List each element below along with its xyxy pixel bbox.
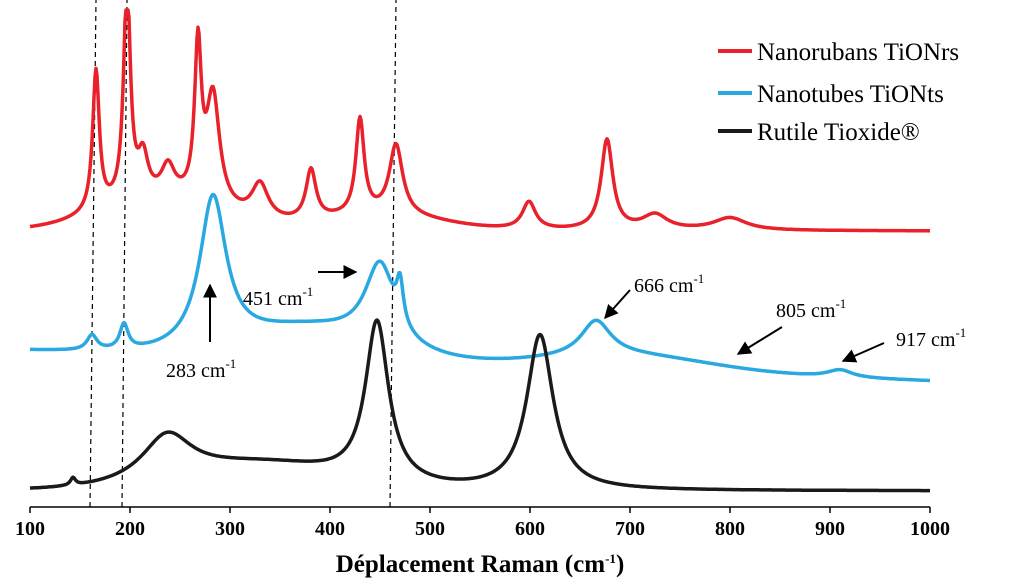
annotation-283-label: 283 cm-1 [166,356,236,382]
x-tick-label: 900 [815,518,845,540]
annotation-666-arrow [604,289,631,320]
x-tick-label: 1000 [910,518,950,540]
x-tick-label: 500 [415,518,445,540]
annotation-451: 451 cm-1 [243,265,358,310]
annotation-917: 917 cm-1 [841,325,966,363]
legend-label-nanotubes: Nanotubes TiONts [757,81,944,108]
reference-line [121,0,128,508]
x-axis: 100 200 300 400 500 600 700 800 900 1000 [15,506,950,540]
x-tick-label: 300 [215,518,245,540]
reference-line [89,0,97,508]
series-line-nanotubes [29,192,931,383]
x-tick-label: 400 [315,518,345,540]
annotation-666: 666 cm-1 [604,271,704,320]
annotation-451-label: 451 cm-1 [243,284,313,310]
annotation-283: 283 cm-1 [166,283,236,382]
x-tick-label: 100 [15,518,45,540]
x-tick-label: 700 [615,518,645,540]
series-line-nanorubans [29,8,931,233]
legend-label-nanorubans: Nanorubans TiONrs [757,39,959,66]
legend-item-rutile: Rutile Tioxide® [718,119,920,146]
series-line-rutile [29,318,931,493]
peak-annotations: 451 cm-1 283 cm-1 666 cm-1 805 cm-1 917 … [166,265,966,382]
annotation-917-arrow [841,342,885,363]
reference-dashed-lines [89,0,397,508]
x-axis-title: Déplacement Raman (cm-1) [336,551,625,578]
annotation-805-label: 805 cm-1 [776,296,846,322]
annotation-917-label: 917 cm-1 [896,325,966,351]
legend-item-nanorubans: Nanorubans TiONrs [718,39,959,66]
legend-item-nanotubes: Nanotubes TiONts [718,81,944,108]
annotation-805: 805 cm-1 [736,296,846,355]
x-tick-label: 800 [715,518,745,540]
x-tick-label: 200 [115,518,145,540]
annotation-805-arrow [736,326,783,355]
legend-label-rutile: Rutile Tioxide® [757,119,920,146]
reference-line [389,0,397,508]
spectra-series [29,8,931,493]
legend: Nanorubans TiONrs Nanotubes TiONts Rutil… [718,39,959,146]
x-tick-label: 600 [515,518,545,540]
annotation-666-label: 666 cm-1 [634,271,704,297]
